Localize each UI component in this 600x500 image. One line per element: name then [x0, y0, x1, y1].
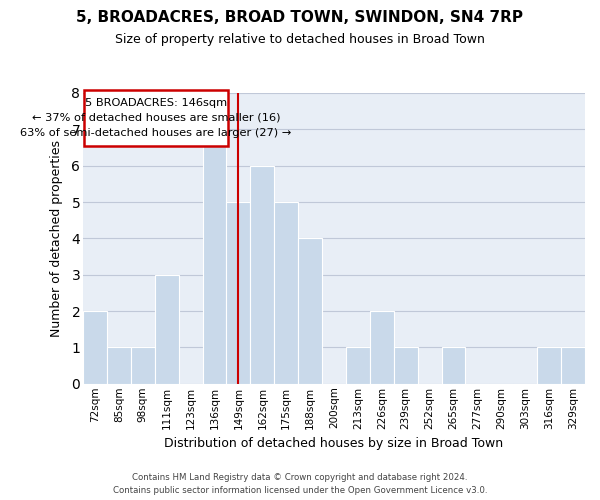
Bar	[226, 202, 250, 384]
Text: 5, BROADACRES, BROAD TOWN, SWINDON, SN4 7RP: 5, BROADACRES, BROAD TOWN, SWINDON, SN4 …	[77, 10, 523, 25]
Bar	[346, 348, 370, 384]
Bar	[83, 311, 107, 384]
Text: 5 BROADACRES: 146sqm
← 37% of detached houses are smaller (16)
63% of semi-detac: 5 BROADACRES: 146sqm ← 37% of detached h…	[20, 98, 292, 138]
Bar	[442, 348, 466, 384]
Y-axis label: Number of detached properties: Number of detached properties	[50, 140, 63, 337]
Text: Contains HM Land Registry data © Crown copyright and database right 2024.
Contai: Contains HM Land Registry data © Crown c…	[113, 474, 487, 495]
Bar	[250, 166, 274, 384]
Bar	[537, 348, 561, 384]
Bar	[561, 348, 585, 384]
Bar	[298, 238, 322, 384]
Bar	[203, 130, 226, 384]
FancyBboxPatch shape	[84, 90, 227, 146]
Bar	[107, 348, 131, 384]
Text: Size of property relative to detached houses in Broad Town: Size of property relative to detached ho…	[115, 32, 485, 46]
Bar	[274, 202, 298, 384]
Bar	[370, 311, 394, 384]
X-axis label: Distribution of detached houses by size in Broad Town: Distribution of detached houses by size …	[164, 437, 503, 450]
Bar	[155, 274, 179, 384]
Bar	[131, 348, 155, 384]
Bar	[394, 348, 418, 384]
